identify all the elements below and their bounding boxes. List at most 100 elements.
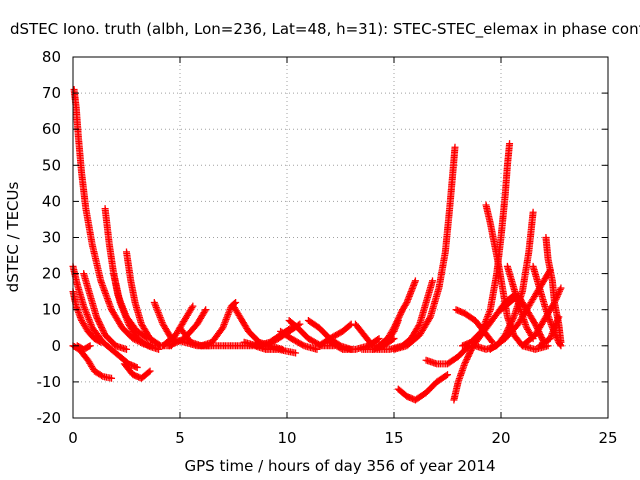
data-point [86, 342, 94, 350]
data-point [554, 290, 562, 298]
data-point [556, 286, 564, 294]
data-point [374, 335, 382, 343]
data-point [83, 310, 91, 318]
series-arc-20 [277, 327, 321, 353]
y-tick-label: 20 [42, 265, 61, 283]
data-point [87, 320, 95, 328]
data-point [552, 320, 560, 328]
series-arc-21 [285, 317, 338, 350]
data-point [552, 295, 560, 303]
data-point [188, 304, 196, 312]
data-point [463, 355, 471, 363]
data-point [95, 317, 103, 325]
data-point [468, 345, 476, 353]
series-arc-06 [80, 270, 130, 353]
data-point [80, 302, 88, 310]
y-tick-label: 10 [42, 301, 61, 319]
data-point [392, 319, 400, 327]
data-point [508, 316, 516, 324]
data-point [551, 323, 559, 331]
data-point [232, 298, 240, 306]
data-point [170, 340, 178, 348]
data-point [411, 277, 419, 285]
data-point [84, 312, 92, 320]
series-arc-12 [159, 302, 197, 350]
data-point [97, 322, 105, 330]
data-point [480, 322, 488, 330]
y-tick-label: 70 [42, 84, 61, 102]
data-point [451, 143, 459, 151]
data-point [484, 311, 492, 319]
data-point [547, 333, 555, 341]
data-point [154, 307, 162, 315]
data-point [390, 324, 398, 332]
x-tick-label: 5 [175, 429, 185, 447]
data-point [292, 349, 300, 357]
data-point [546, 335, 554, 343]
y-tick-label: 50 [42, 156, 61, 174]
data-point [223, 312, 231, 320]
data-point [461, 358, 469, 366]
data-point [117, 300, 125, 308]
data-point [554, 315, 562, 323]
data-point [121, 308, 129, 316]
data-point [415, 322, 423, 330]
data-point [478, 327, 486, 335]
data-point [482, 316, 490, 324]
data-point [508, 317, 516, 325]
data-point [144, 335, 152, 343]
data-point [156, 312, 164, 320]
series-arc-01 [70, 85, 156, 350]
series-arc-27 [375, 277, 419, 350]
data-point [165, 342, 173, 350]
series-arc-05 [73, 342, 94, 353]
data-point [201, 307, 209, 315]
data-point [133, 363, 141, 371]
series-arc-42 [518, 284, 565, 350]
data-point [115, 293, 123, 301]
series-arc-03 [69, 288, 105, 346]
data-point [429, 277, 437, 285]
series-arc-04 [69, 342, 116, 382]
data-point [115, 295, 123, 303]
data-point [550, 326, 558, 334]
data-point [402, 300, 410, 308]
data-point [99, 326, 107, 334]
data-point [98, 323, 106, 331]
data-point [84, 314, 92, 322]
data-point [224, 310, 232, 318]
data-point [313, 345, 321, 353]
data-point [153, 305, 161, 313]
data-point [299, 341, 307, 349]
data-point [551, 297, 559, 305]
series-arc-43 [536, 313, 563, 350]
chart-title: dSTEC Iono. truth (albh, Lon=236, Lat=48… [10, 20, 640, 39]
data-point [463, 354, 471, 362]
x-axis-label: GPS time / hours of day 356 of year 2014 [185, 457, 496, 475]
data-point [173, 338, 181, 346]
data-point [96, 337, 104, 345]
data-point [171, 339, 179, 347]
data-point [464, 352, 472, 360]
data-point [531, 320, 539, 328]
data-point [479, 324, 487, 332]
data-point [396, 312, 404, 320]
data-point [555, 287, 563, 295]
data-point [96, 320, 104, 328]
series-arc-29 [390, 143, 459, 353]
data-point [509, 314, 517, 322]
x-tick-label: 0 [68, 429, 78, 447]
data-point [394, 315, 402, 323]
data-point [202, 306, 210, 314]
data-point [397, 309, 405, 317]
data-point [156, 313, 164, 321]
data-point [95, 319, 103, 327]
data-point [98, 372, 106, 380]
data-point [98, 325, 106, 333]
data-point [555, 289, 563, 297]
data-point [85, 343, 93, 351]
series-arc-10 [120, 360, 154, 382]
data-point [152, 302, 160, 310]
data-point [484, 312, 492, 320]
data-point [119, 305, 127, 313]
